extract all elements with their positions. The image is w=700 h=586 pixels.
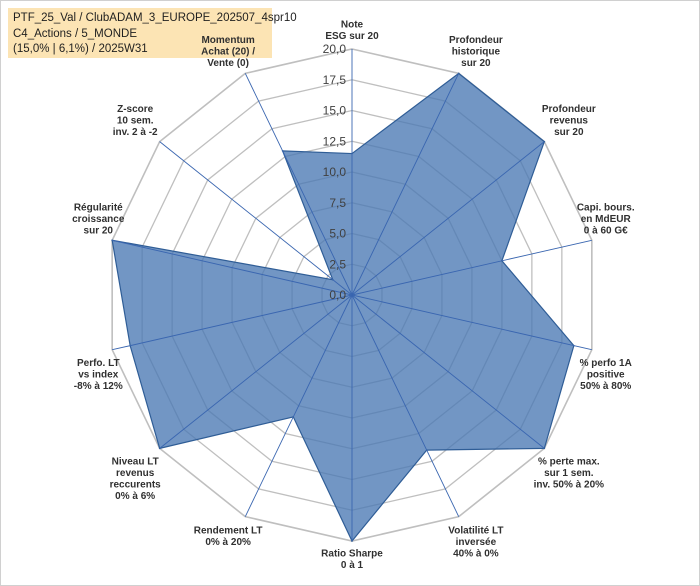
- axis-label-4-line-1: positive: [587, 370, 625, 381]
- axis-label-13-line-2: Vente (0): [207, 58, 249, 69]
- axis-label-13-line-0: Momentum: [201, 35, 254, 46]
- axis-label-12-line-1: 10 sem.: [117, 116, 154, 127]
- axis-label-12-line-0: Z-score: [117, 104, 154, 115]
- axis-label-5-line-1: sur 1 sem.: [544, 468, 594, 479]
- tick-label-0: 0,0: [329, 288, 346, 302]
- spoke-13: [244, 73, 353, 296]
- axis-label-0-line-0: Note: [341, 20, 364, 31]
- spoke-11: [112, 239, 353, 296]
- axis-label-12: Z-score 10 sem. inv. 2 à -2: [113, 104, 158, 138]
- axis-label-9-line-2: reccurents: [110, 479, 162, 490]
- axis-label-6-line-2: 40% à 0%: [453, 549, 499, 560]
- axis-label-4-line-0: % perfo 1A: [580, 358, 632, 369]
- tick-label-3: 7,5: [329, 196, 346, 210]
- chart-title-box: PTF_25_Val / ClubADAM_3_EUROPE_202507_4s…: [8, 8, 297, 58]
- axis-label-11-line-1: croissance: [72, 214, 125, 225]
- radar-axis-labels: Note ESG sur 20 Profondeur historique sur 20…: [72, 20, 635, 572]
- axis-label-13: Momentum Achat (20) / Vente (0): [201, 35, 255, 69]
- spoke-6: [351, 294, 460, 517]
- axis-label-2-line-1: revenus: [550, 116, 589, 127]
- axis-label-4: % perfo 1A positive 50% à 80%: [580, 358, 632, 392]
- spoke-10: [112, 294, 353, 351]
- axis-label-4-line-2: 50% à 80%: [580, 381, 631, 392]
- spoke-8: [244, 294, 353, 517]
- axis-label-3-line-0: Capi. bours.: [577, 202, 635, 213]
- axis-label-11-line-0: Régularité: [74, 202, 123, 213]
- axis-label-7-line-0: Ratio Sharpe: [321, 549, 383, 560]
- axis-label-11-line-2: sur 20: [84, 225, 114, 236]
- axis-label-1-line-1: historique: [452, 46, 501, 57]
- radar-spokes: [112, 49, 592, 541]
- title-line-1: PTF_25_Val / ClubADAM_3_EUROPE_202507_4s…: [13, 12, 297, 24]
- axis-label-0: Note ESG sur 20: [325, 20, 379, 43]
- axis-label-8-line-1: 0% à 20%: [205, 537, 251, 548]
- axis-label-8-line-0: Rendement LT: [194, 526, 263, 537]
- axis-label-1: Profondeur historique sur 20: [449, 35, 503, 69]
- axis-label-10-line-1: vs index: [78, 370, 118, 381]
- axis-label-7: Ratio Sharpe 0 à 1: [321, 549, 383, 572]
- axis-label-13-line-1: Achat (20) /: [201, 46, 255, 57]
- axis-label-6-line-1: inversée: [456, 537, 497, 548]
- title-line-2: C4_Actions / 5_MONDE: [13, 27, 137, 40]
- axis-label-3-line-2: 0 à 60 G€: [584, 225, 628, 236]
- axis-label-10-line-2: -8% à 12%: [74, 381, 123, 392]
- axis-label-2: Profondeur revenus sur 20: [542, 104, 596, 138]
- axis-label-1-line-2: sur 20: [461, 58, 491, 69]
- spoke-9: [159, 294, 353, 449]
- axis-label-9: Niveau LT revenus reccurents 0% à 6%: [110, 456, 162, 502]
- axis-label-7-line-1: 0 à 1: [341, 560, 364, 571]
- spoke-4: [351, 294, 592, 351]
- title-line-3: (15,0% | 6,1%) / 2025W31: [13, 43, 148, 55]
- axis-label-6-line-0: Volatilité LT: [448, 526, 503, 537]
- tick-label-6: 15,0: [323, 104, 347, 118]
- axis-label-11: Régularité croissance sur 20: [72, 202, 125, 236]
- axis-label-3: Capi. bours. en MdEUR 0 à 60 G€: [577, 202, 635, 236]
- axis-label-6: Volatilité LT inversée 40% à 0%: [448, 526, 503, 560]
- tick-label-7: 17,5: [323, 73, 347, 87]
- axis-label-9-line-3: 0% à 6%: [115, 491, 155, 502]
- tick-label-1: 2,5: [329, 257, 346, 271]
- spoke-5: [351, 294, 545, 449]
- axis-label-5-line-2: inv. 50% à 20%: [534, 479, 605, 490]
- axis-label-12-line-2: inv. 2 à -2: [113, 127, 158, 138]
- spoke-12: [159, 141, 353, 296]
- axis-label-10-line-0: Perfo. LT: [77, 358, 120, 369]
- spoke-3: [351, 239, 592, 296]
- tick-label-5: 12,5: [323, 134, 347, 148]
- radar-tick-labels: 0,0 2,5 5,0 7,5 10,0 12,5 15,0 17,5 20,0: [323, 42, 347, 302]
- axis-label-1-line-0: Profondeur: [449, 35, 503, 46]
- spoke-1: [351, 73, 460, 296]
- axis-label-9-line-0: Niveau LT: [112, 456, 159, 467]
- axis-label-5: % perte max. sur 1 sem. inv. 50% à 20%: [534, 456, 605, 490]
- tick-label-8: 20,0: [323, 42, 347, 56]
- axis-label-3-line-1: en MdEUR: [581, 214, 632, 225]
- axis-label-5-line-0: % perte max.: [538, 456, 600, 467]
- axis-label-2-line-0: Profondeur: [542, 104, 596, 115]
- axis-label-8: Rendement LT 0% à 20%: [194, 526, 263, 549]
- spoke-2: [351, 141, 545, 296]
- axis-label-10: Perfo. LT vs index -8% à 12%: [74, 358, 123, 392]
- tick-label-2: 5,0: [329, 227, 346, 241]
- axis-label-9-line-1: revenus: [116, 468, 155, 479]
- tick-label-4: 10,0: [323, 165, 347, 179]
- axis-label-2-line-2: sur 20: [554, 127, 584, 138]
- axis-label-0-line-1: ESG sur 20: [325, 31, 379, 42]
